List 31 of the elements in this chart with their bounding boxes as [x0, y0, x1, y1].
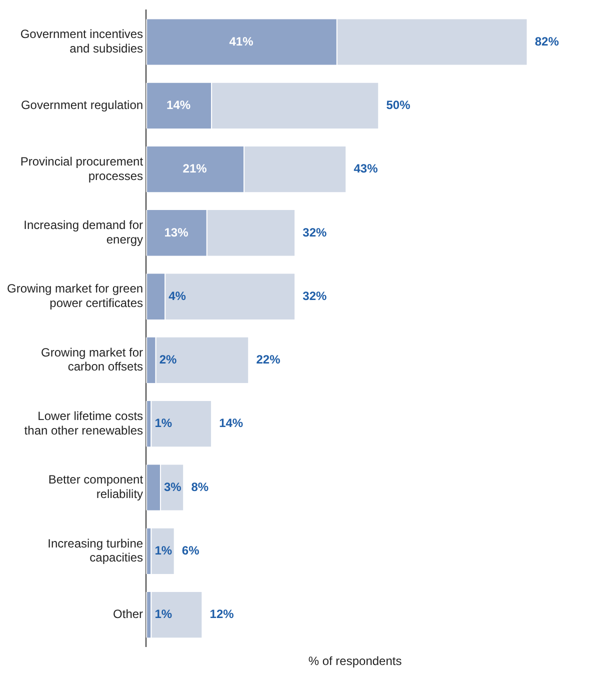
total-label: 32% — [302, 288, 328, 303]
total-label: 12% — [210, 607, 234, 622]
y-tick-label: Provincial procurement processes — [20, 154, 144, 183]
data-label: 1% — [154, 543, 172, 558]
y-tick-label: Other — [113, 607, 144, 622]
data-label: 21% — [182, 162, 208, 176]
y-tick-label: Better component reliability — [48, 472, 144, 502]
y-tick-label: Increasing demand for energy — [24, 218, 144, 246]
data-label: 1% — [154, 607, 172, 622]
y-tick-label: Growing market for carbon offsets — [41, 345, 144, 374]
total-label: 82% — [534, 34, 560, 48]
data-label: 41% — [229, 34, 254, 48]
data-label: 2% — [159, 352, 178, 367]
total-label: 50% — [386, 98, 411, 112]
y-tick-label: Government regulation — [20, 98, 144, 112]
total-label: 6% — [182, 543, 200, 558]
data-label: 13% — [164, 225, 189, 240]
data-label: 14% — [166, 98, 191, 112]
x-axis-title: % of respondents — [308, 654, 402, 668]
y-tick-label: Increasing turbine capacities — [48, 536, 144, 565]
total-label: 43% — [354, 162, 378, 176]
total-label: 14% — [219, 416, 244, 430]
y-tick-label: Growing market for green power certificates — [6, 282, 144, 310]
data-label: 4% — [168, 288, 186, 303]
total-label: 22% — [256, 352, 281, 367]
data-label: 1% — [154, 416, 172, 430]
total-label: 32% — [302, 225, 328, 240]
y-tick-label: Lower lifetime costs than other renewables — [24, 408, 144, 438]
data-label: 3% — [164, 480, 182, 494]
y-tick-label: Government incentives and subsidies — [20, 27, 144, 56]
total-label: 8% — [191, 480, 209, 494]
